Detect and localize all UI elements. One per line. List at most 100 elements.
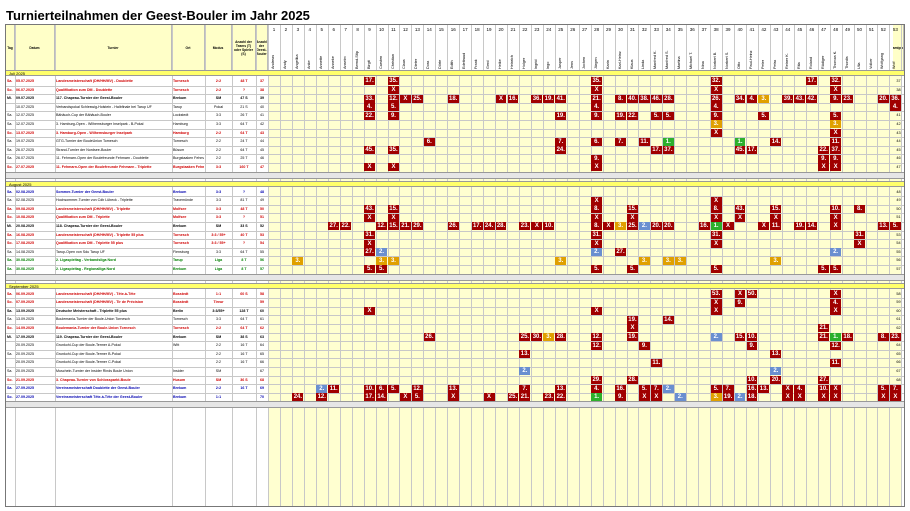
placement-mark[interactable]: 3. — [770, 256, 782, 265]
placement-mark[interactable]: 7. — [722, 384, 734, 393]
placement-mark[interactable]: 43. — [734, 205, 746, 214]
placement-mark[interactable]: 5. — [710, 384, 722, 393]
placement-mark[interactable]: 9. — [818, 154, 830, 163]
placement-mark[interactable]: 22. — [818, 146, 830, 155]
placement-mark[interactable]: 9. — [638, 341, 650, 350]
placement-mark[interactable]: X — [830, 393, 842, 402]
placement-mark[interactable]: 25. — [507, 393, 519, 402]
placement-mark[interactable]: 17. — [746, 146, 758, 155]
placement-mark[interactable]: X — [710, 128, 722, 137]
placement-mark[interactable]: X — [591, 213, 603, 222]
row-turnier[interactable]: Landesmeisterschaft (DH/HH/MV) - Triplet… — [56, 206, 131, 211]
placement-mark[interactable]: 10. — [746, 332, 758, 341]
placement-mark[interactable]: 24. — [292, 393, 304, 402]
placement-mark[interactable]: 5. — [376, 265, 387, 274]
placement-mark[interactable]: 2. — [830, 248, 842, 257]
placement-mark[interactable]: 5. — [710, 265, 722, 274]
placement-mark[interactable]: X — [830, 289, 842, 298]
placement-mark[interactable]: 28. — [662, 94, 674, 103]
placement-mark[interactable]: 33. — [364, 94, 376, 103]
placement-mark[interactable]: 12. — [376, 222, 387, 231]
placement-mark[interactable]: 25. — [411, 94, 423, 103]
row-turnier[interactable]: GTG-Turnier der BouleUnion Tornesch — [56, 139, 118, 144]
placement-mark[interactable]: 27. — [615, 248, 626, 257]
placement-mark[interactable]: X — [627, 324, 638, 333]
player-name[interactable]: Dora — [426, 60, 431, 69]
placement-mark[interactable]: 18. — [842, 332, 854, 341]
player-name[interactable]: Christian — [390, 54, 395, 69]
placement-mark[interactable]: 32. — [710, 77, 722, 86]
placement-mark[interactable]: 20. — [662, 222, 674, 231]
placement-mark[interactable]: 7. — [615, 137, 626, 146]
row-turnier[interactable]: Vereinsmeisterschaft Tête-à-Tête der Gee… — [56, 394, 143, 399]
placement-mark[interactable]: 4. — [710, 103, 722, 112]
placement-mark[interactable]: 13. — [758, 384, 770, 393]
player-name[interactable]: Rita — [796, 62, 801, 69]
placement-mark[interactable]: 29. — [591, 375, 603, 384]
placement-mark[interactable]: 19. — [615, 111, 626, 120]
placement-mark[interactable]: 16. — [698, 222, 710, 231]
player-name[interactable]: Frank — [474, 59, 479, 69]
placement-mark[interactable]: X — [710, 239, 722, 248]
placement-mark[interactable]: 12. — [591, 341, 603, 350]
placement-mark[interactable]: 6. — [376, 384, 387, 393]
placement-mark[interactable]: 16. — [615, 384, 626, 393]
placement-mark[interactable]: 35. — [591, 77, 603, 86]
player-name[interactable]: Gerd — [486, 60, 491, 69]
row-turnier[interactable]: 2. Ligaspieltag - Regionalliga Nord — [56, 267, 115, 271]
row-turnier[interactable]: Grunkohl-Cup der Boule-Termer C-Pokal — [56, 360, 121, 365]
placement-mark[interactable]: X — [830, 85, 842, 94]
placement-mark[interactable]: 7. — [889, 384, 901, 393]
placement-mark[interactable]: 4. — [889, 103, 901, 112]
placement-mark[interactable]: 9. — [710, 111, 722, 120]
placement-mark[interactable]: 1. — [710, 222, 722, 231]
row-turnier[interactable]: Deutsche Meisterschaft - Triplette 55 pl… — [56, 308, 127, 313]
placement-mark[interactable]: X — [854, 239, 865, 248]
placement-mark[interactable]: 2. — [770, 367, 782, 376]
placement-mark[interactable]: 9. — [388, 111, 399, 120]
placement-mark[interactable]: 8. — [854, 205, 865, 214]
placement-mark[interactable]: 24. — [483, 222, 495, 231]
placement-mark[interactable]: 1. — [591, 393, 603, 402]
placement-mark[interactable]: 14. — [806, 222, 818, 231]
player-name[interactable]: Wolfgang — [880, 53, 885, 69]
player-name[interactable]: Dörte — [438, 59, 443, 69]
placement-mark[interactable]: X — [591, 85, 603, 94]
placement-mark[interactable]: 53. — [710, 289, 722, 298]
placement-mark[interactable]: 45. — [734, 146, 746, 155]
placement-mark[interactable]: 20. — [650, 222, 662, 231]
placement-mark[interactable]: 28. — [555, 332, 567, 341]
placement-mark[interactable]: X — [388, 163, 399, 172]
placement-mark[interactable]: 13. — [770, 350, 782, 359]
row-turnier[interactable]: 3. Chapeau-Turnier von Schlossparkt-Boul… — [56, 377, 131, 382]
row-turnier[interactable]: 117. Chapeau-Turnier der Geest-Bouler — [56, 96, 123, 101]
placement-mark[interactable]: X — [495, 94, 507, 103]
placement-mark[interactable]: 5. — [650, 111, 662, 120]
placement-mark[interactable]: 27. — [328, 222, 340, 231]
placement-mark[interactable]: X — [364, 239, 376, 248]
placement-mark[interactable]: X — [830, 307, 842, 316]
placement-mark[interactable]: 2. — [376, 248, 387, 257]
row-turnier[interactable]: Boulemania-Turnier der Boule-Union Torne… — [56, 326, 136, 330]
player-name[interactable]: Ingrid — [533, 59, 538, 70]
placement-mark[interactable]: 29. — [411, 222, 423, 231]
placement-mark[interactable]: 3. — [662, 256, 674, 265]
placement-mark[interactable]: X — [877, 393, 889, 402]
placement-mark[interactable]: X — [603, 222, 615, 231]
placement-mark[interactable]: 5. — [638, 384, 650, 393]
placement-mark[interactable]: 3. — [710, 120, 722, 129]
placement-mark[interactable]: X — [591, 239, 603, 248]
row-turnier[interactable]: Muscheln-Turnier der Insider Rinds Boule… — [56, 369, 133, 373]
placement-mark[interactable]: 19. — [722, 393, 734, 402]
placement-mark[interactable]: X — [447, 393, 459, 402]
placement-mark[interactable]: 22. — [555, 393, 567, 402]
player-name[interactable]: Anneke — [330, 56, 335, 69]
placement-mark[interactable]: 11. — [770, 222, 782, 231]
placement-mark[interactable]: 5. — [889, 222, 901, 231]
placement-mark[interactable]: X — [591, 196, 603, 205]
placement-mark[interactable]: 8. — [710, 205, 722, 214]
placement-mark[interactable]: 8. — [615, 94, 626, 103]
placement-mark[interactable]: 23. — [889, 332, 901, 341]
placement-mark[interactable]: X — [364, 307, 376, 316]
placement-mark[interactable]: 12. — [388, 94, 399, 103]
